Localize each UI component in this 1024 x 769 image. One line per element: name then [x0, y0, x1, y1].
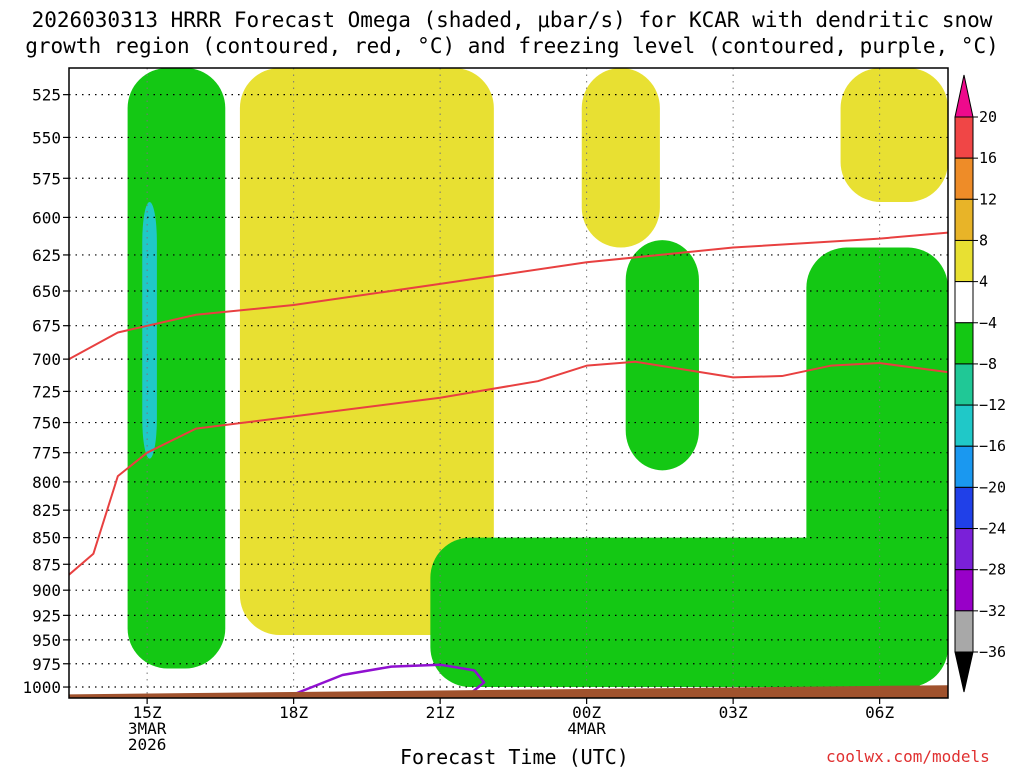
omega-region-weak-lift-top-right [840, 68, 948, 202]
y-tick-label-525: 525 [32, 86, 61, 105]
y-tick-label-975: 975 [32, 655, 61, 674]
omega-region-lift-shading [239, 68, 494, 636]
omega-region-sinking-blob [625, 240, 699, 471]
colorbar-box-12 [954, 157, 974, 200]
y-tick-label-925: 925 [32, 606, 61, 625]
x-tick-label-3MAR: 3MAR [128, 719, 167, 738]
colorbar-label-12: 12 [979, 190, 997, 208]
colorbar-label--8: −8 [979, 355, 997, 373]
x-tick-label-06Z: 06Z [865, 703, 894, 722]
plot-frame [68, 67, 949, 699]
x-tick-label-15Z: 15Z [133, 703, 162, 722]
y-tick-label-800: 800 [32, 473, 61, 492]
colorbar-box--4 [954, 281, 974, 324]
y-tick-label-675: 675 [32, 317, 61, 336]
contour-dgz-bottom [69, 360, 948, 576]
colorbar-box--28 [954, 528, 974, 571]
colorbar-box--12 [954, 363, 974, 406]
colorbar-label--12: −12 [979, 396, 1006, 414]
chart-title-line-2: growth region (contoured, red, °C) and f… [25, 34, 999, 58]
colorbar-label--32: −32 [979, 602, 1006, 620]
colorbar-label--4: −4 [979, 314, 997, 332]
colorbar-box--32 [954, 569, 974, 612]
y-tick-label-650: 650 [32, 282, 61, 301]
colorbar-label--16: −16 [979, 437, 1006, 455]
y-tick-label-600: 600 [32, 208, 61, 227]
x-tick-label-00Z: 00Z [572, 703, 601, 722]
y-tick-label-750: 750 [32, 414, 61, 433]
y-tick-label-950: 950 [32, 631, 61, 650]
y-tick-label-900: 900 [32, 581, 61, 600]
colorbar-label--20: −20 [979, 478, 1006, 496]
omega-region-sinking-right [806, 247, 948, 688]
colorbar-label--28: −28 [979, 561, 1006, 579]
y-tick-label-575: 575 [32, 169, 61, 188]
colorbar-label--36: −36 [979, 643, 1006, 661]
omega-region-weak-lift-top [581, 68, 660, 248]
x-tick-label-2026: 2026 [128, 735, 167, 754]
colorbar-max-triangle [954, 74, 974, 118]
colorbar-label--24: −24 [979, 520, 1006, 538]
y-tick-label-625: 625 [32, 246, 61, 265]
colorbar-box--16 [954, 404, 974, 447]
x-tick-label-18Z: 18Z [279, 703, 308, 722]
chart-title-line-1: 2026030313 HRRR Forecast Omega (shaded, … [31, 8, 993, 32]
colorbar-box--20 [954, 445, 974, 488]
x-tick-label-03Z: 03Z [719, 703, 748, 722]
colorbar-min-triangle [954, 651, 974, 693]
colorbar-label-4: 4 [979, 273, 988, 291]
colorbar-box-4 [954, 239, 974, 283]
x-axis-label: Forecast Time (UTC) [400, 745, 629, 769]
credit-link[interactable]: coolwx.com/models [826, 747, 990, 766]
y-tick-label-550: 550 [32, 128, 61, 147]
y-tick-label-875: 875 [32, 555, 61, 574]
y-tick-label-700: 700 [32, 350, 61, 369]
colorbar-box--24 [954, 486, 974, 530]
contour-dgz-top [69, 231, 948, 361]
colorbar-box--8 [954, 322, 974, 365]
y-tick-label-825: 825 [32, 501, 61, 520]
colorbar-box-8 [954, 198, 974, 241]
omega-region-sinking-column-core [142, 201, 157, 459]
colorbar-label-20: 20 [979, 108, 997, 126]
x-tick-label-4MAR: 4MAR [567, 719, 606, 738]
y-tick-label-1000: 1000 [22, 678, 61, 697]
x-tick-label-21Z: 21Z [426, 703, 455, 722]
colorbar-label-8: 8 [979, 231, 988, 249]
colorbar-box-16 [954, 116, 974, 159]
contour-freezing-level [293, 663, 486, 696]
y-tick-label-775: 775 [32, 444, 61, 463]
y-tick-label-850: 850 [32, 529, 61, 548]
colorbar-label-16: 16 [979, 149, 997, 167]
ground-terrain [69, 685, 948, 698]
y-tick-label-725: 725 [32, 382, 61, 401]
colorbar-box--36 [954, 610, 974, 653]
